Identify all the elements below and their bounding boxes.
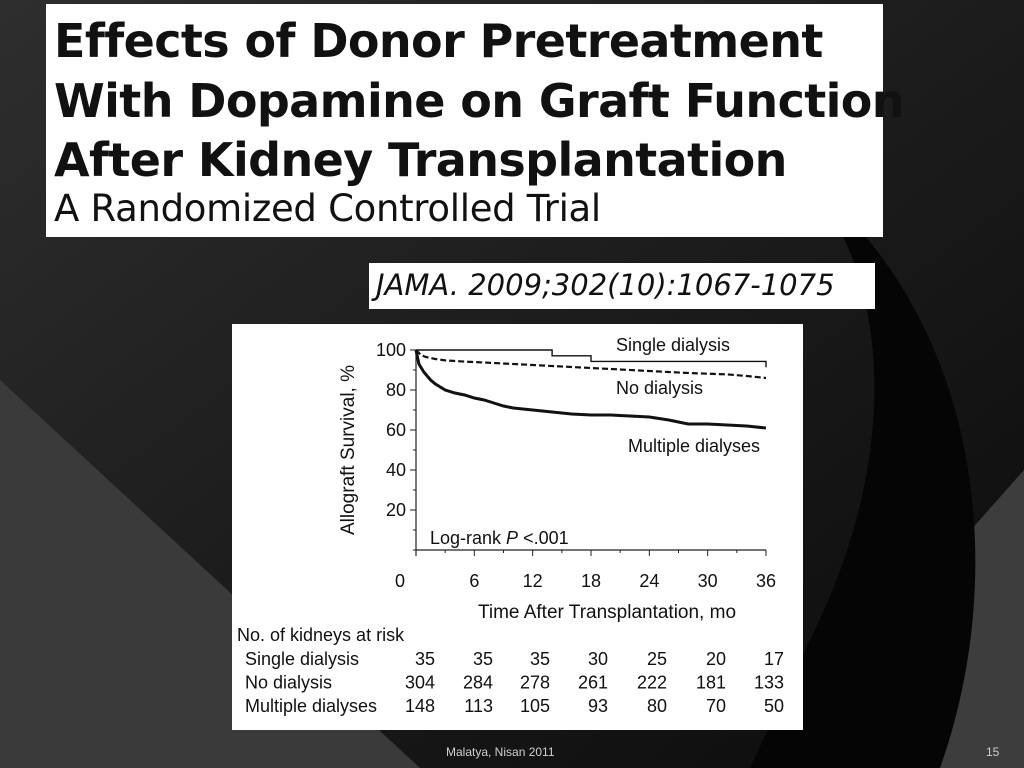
series-line-single-dialysis xyxy=(416,349,767,368)
x-axis-title: Time After Transplantation, mo xyxy=(478,602,736,623)
kaplan-meier-chart: 20 40 60 80 100 0 6 12 18 24 30 36 Time After Transp… xyxy=(237,335,784,716)
risk-table-value: 181 xyxy=(696,673,726,693)
risk-table-value: 148 xyxy=(405,696,435,716)
risk-table-value: 80 xyxy=(647,696,667,716)
risk-table-row-label: Multiple dialyses xyxy=(245,696,377,716)
figure-panel: 20 40 60 80 100 0 6 12 18 24 30 36 Time After Transp… xyxy=(232,324,803,730)
x-tick-label: 30 xyxy=(698,571,718,591)
series-line-no-dialysis xyxy=(415,349,767,380)
x-tick-label: 12 xyxy=(523,571,543,591)
x-tick-label: 6 xyxy=(469,571,479,591)
risk-table-value: 113 xyxy=(464,696,493,716)
x-tick-label: 36 xyxy=(756,571,776,591)
risk-table-value: 70 xyxy=(706,696,726,716)
risk-table-value: 278 xyxy=(520,673,550,693)
y-tick-label: 100 xyxy=(376,340,406,360)
log-rank-annotation: Log-rank P <.001 xyxy=(430,528,569,548)
title-line-2: With Dopamine on Graft Function xyxy=(54,74,905,128)
risk-table-value: 20 xyxy=(706,649,726,669)
risk-table-value: 35 xyxy=(473,649,493,669)
background-swoosh xyxy=(750,230,976,768)
x-tick-label: 0 xyxy=(395,571,405,591)
y-tick-label: 60 xyxy=(386,420,406,440)
y-tick-label: 20 xyxy=(386,500,406,520)
risk-table-value: 304 xyxy=(405,673,435,693)
series-line-multiple-dialyses xyxy=(414,349,767,430)
x-tick-label: 18 xyxy=(581,571,601,591)
page-number: 15 xyxy=(986,745,1000,759)
risk-table-value: 261 xyxy=(578,673,608,693)
risk-table-value: 93 xyxy=(588,696,608,716)
series-label-single-dialysis: Single dialysis xyxy=(616,335,730,355)
risk-table-value: 35 xyxy=(415,649,435,669)
risk-table-value: 30 xyxy=(588,649,608,669)
risk-table-row-label: Single dialysis xyxy=(245,649,359,669)
risk-table-value: 35 xyxy=(530,649,550,669)
risk-table-value: 133 xyxy=(754,673,784,693)
risk-table-value: 105 xyxy=(520,696,550,716)
risk-table-row-label: No dialysis xyxy=(245,673,332,693)
title-panel: Effects of Donor Pretreatment With Dopam… xyxy=(46,4,905,237)
x-tick-label: 24 xyxy=(639,571,659,591)
risk-table-value: 50 xyxy=(764,696,784,716)
y-axis-title: Allograft Survival, % xyxy=(338,365,359,535)
title-line-1: Effects of Donor Pretreatment xyxy=(54,14,823,68)
title-line-3: After Kidney Transplantation xyxy=(54,133,787,187)
risk-table-value: 17 xyxy=(764,649,784,669)
series-label-no-dialysis: No dialysis xyxy=(616,378,703,398)
risk-table-value: 284 xyxy=(463,673,493,693)
risk-table-header: No. of kidneys at risk xyxy=(237,625,405,645)
article-subtitle: A Randomized Controlled Trial xyxy=(54,187,601,230)
risk-table-value: 222 xyxy=(637,673,667,693)
y-tick-label: 40 xyxy=(386,460,406,480)
risk-table-value: 25 xyxy=(647,649,667,669)
series-label-multiple-dialyses: Multiple dialyses xyxy=(628,436,760,456)
citation-panel: JAMA. 2009;302(10):1067-1075 xyxy=(369,263,875,309)
journal-citation: JAMA. 2009;302(10):1067-1075 xyxy=(376,268,835,302)
y-tick-label: 80 xyxy=(386,380,406,400)
footer-location: Malatya, Nisan 2011 xyxy=(446,745,555,759)
